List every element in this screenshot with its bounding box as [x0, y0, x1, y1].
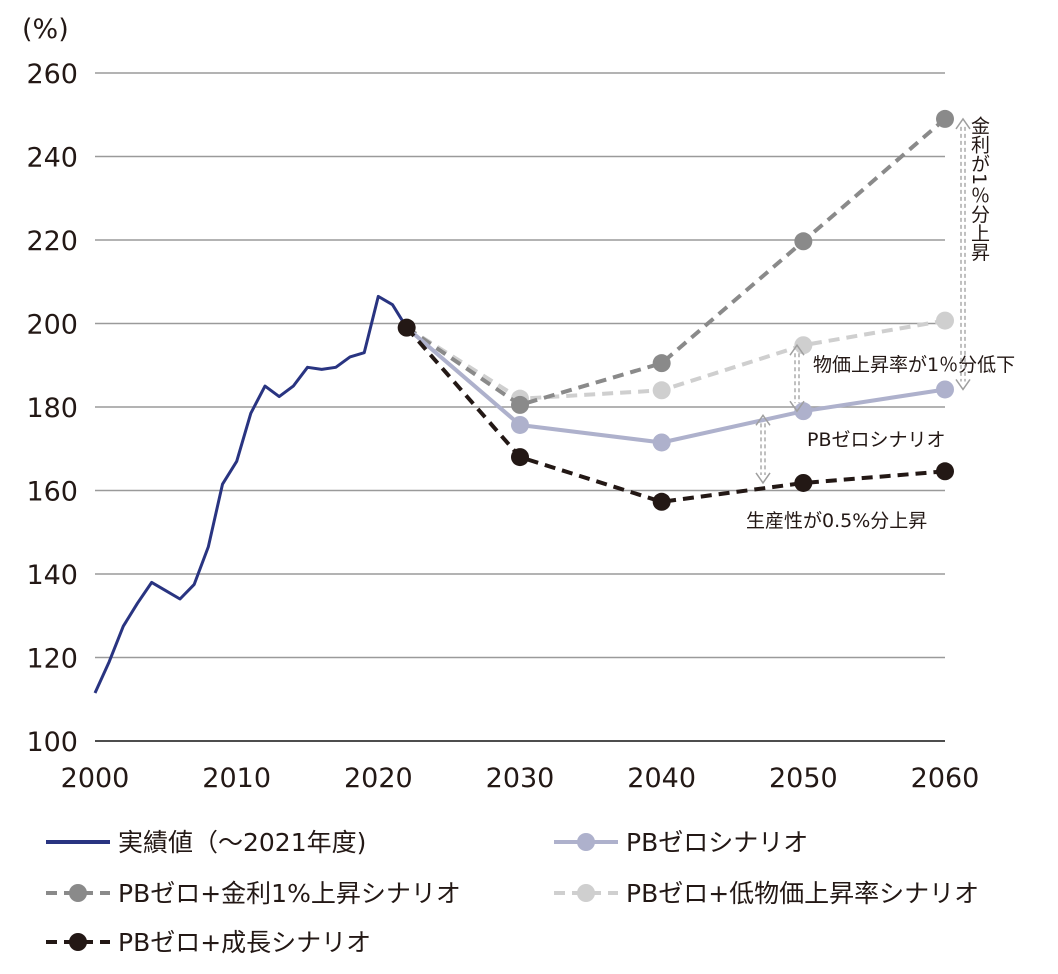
series-1-point [794, 402, 813, 421]
pb-annotation: PBゼロシナリオ [807, 429, 946, 451]
x-tick-label: 2000 [61, 763, 130, 794]
y-tick-label: 180 [26, 393, 78, 424]
legend-label: PBゼロシナリオ [626, 828, 808, 857]
series-3-point [936, 311, 954, 330]
legend-item: PBゼロシナリオ [554, 828, 808, 857]
y-unit-label: (%) [22, 14, 69, 45]
legend-item: PBゼロ+成長シナリオ [46, 928, 371, 957]
inflation-gap-arrow [789, 343, 805, 413]
legend-swatch-marker [577, 833, 595, 851]
series-2-point [511, 395, 529, 414]
series-2-point [936, 109, 954, 128]
x-tick-label: 2030 [486, 763, 555, 794]
rate-annotation: 金利が1％分上昇 [968, 116, 990, 261]
legend-label: PBゼロ+低物価上昇率シナリオ [626, 879, 979, 908]
legend-item: 実績値（〜2021年度) [46, 828, 366, 857]
series-layer [93, 109, 954, 694]
series-4-point [794, 473, 813, 492]
series-line-2 [405, 117, 947, 407]
annotation-layer: 金利が1％分上昇 物価上昇率が1％分低下 PBゼロシナリオ 生産性が0.5%分上… [746, 116, 1015, 532]
inflation-annotation: 物価上昇率が1％分低下 [813, 354, 1015, 376]
series-3-point [794, 336, 813, 355]
series-4-point [936, 462, 954, 481]
x-tick-label: 2060 [911, 763, 980, 794]
x-tick-label: 2020 [344, 763, 413, 794]
y-tick-label: 240 [26, 143, 78, 174]
series-2-point [794, 232, 813, 251]
legend-swatch-marker [69, 933, 87, 951]
legend-swatch-marker [69, 884, 87, 902]
legend-label: PBゼロ+金利1%上昇シナリオ [118, 879, 461, 908]
series-1-point [652, 433, 671, 452]
series-4-point [652, 492, 671, 511]
y-tick-label: 160 [26, 477, 78, 508]
series-1-point [511, 415, 529, 434]
x-tick-label: 2010 [202, 763, 271, 794]
legend-label: PBゼロ+成長シナリオ [118, 928, 371, 957]
series-4-point [511, 448, 529, 467]
series-line-4 [405, 326, 946, 504]
series-4-point [397, 318, 416, 337]
legend: 実績値（〜2021年度) PBゼロシナリオ PBゼロ+金利1%上昇シナリオ PBゼロ+… [46, 828, 979, 957]
y-tick-label: 220 [26, 226, 78, 257]
series-line-0 [93, 294, 408, 694]
legend-item: PBゼロ+低物価上昇率シナリオ [554, 879, 979, 908]
legend-swatch-marker [577, 884, 595, 902]
y-tick-label: 140 [26, 560, 78, 591]
x-axis-ticks: 2000 2010 2020 2030 2040 2050 2060 [61, 763, 980, 794]
series-1-point [936, 380, 954, 399]
growth-gap-arrow [755, 414, 771, 485]
legend-label: 実績値（〜2021年度) [118, 828, 366, 857]
series-3-point [652, 381, 671, 400]
series-2-point [652, 354, 671, 373]
rate-gap-arrow [955, 117, 971, 391]
growth-annotation: 生産性が0.5%分上昇 [746, 510, 927, 532]
y-tick-label: 100 [26, 727, 78, 758]
y-tick-label: 260 [26, 59, 78, 90]
x-tick-label: 2050 [769, 763, 838, 794]
y-tick-label: 120 [26, 644, 78, 675]
y-tick-label: 200 [26, 310, 78, 341]
x-tick-label: 2040 [627, 763, 696, 794]
legend-item: PBゼロ+金利1%上昇シナリオ [46, 879, 461, 908]
y-axis-ticks: 100 120 140 160 180 200 220 240 260 [26, 59, 78, 758]
